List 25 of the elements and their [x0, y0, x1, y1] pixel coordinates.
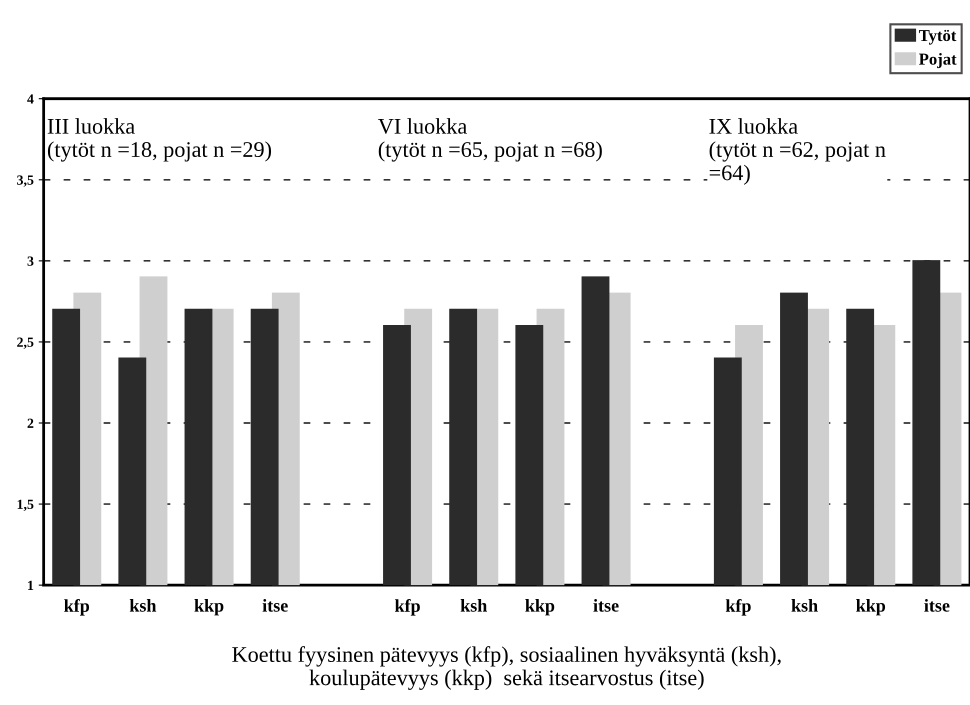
y-tick-label: 3: [28, 256, 34, 266]
x-tick-label: kfp: [394, 599, 420, 616]
x-tick-label: ksh: [791, 599, 818, 612]
x-tick-label: kkp: [525, 599, 554, 616]
x-tick-label: kfp: [64, 599, 90, 616]
x-tick-label: itse: [262, 599, 288, 612]
x-tick-label: itse: [924, 599, 950, 612]
x-tick-label: kkp: [856, 599, 886, 616]
x-tick-label: kfp: [726, 599, 751, 616]
x-tick-label: itse: [593, 599, 619, 612]
legend-label: Pojat: [919, 53, 957, 68]
annotation: IX luokka (tytöt n =62, pojat n =64): [709, 118, 886, 185]
legend-label: Tytöt: [918, 30, 956, 45]
x-tick-label: ksh: [460, 599, 488, 612]
y-tick-label: 1: [28, 580, 34, 590]
x-axis-title: Koettu fyysinen pätevyys (kfp), sosiaalinen hyväksyntä (ksh), koulupätevyys (kkp) sekä itsearvostus (itse): [232, 646, 781, 690]
x-tick-label: ksh: [130, 599, 156, 612]
annotation: III luokka (tytöt n =18, pojat n =29): [48, 118, 272, 162]
y-tick-label: 4: [27, 94, 34, 104]
y-tick-label: 3,5: [17, 175, 34, 187]
y-tick-label: 2,5: [17, 338, 34, 349]
y-tick-label: 1,5: [18, 500, 34, 512]
annotation: VI luokka (tytöt n =65, pojat n =68): [378, 118, 602, 162]
y-tick-label: 2: [28, 418, 34, 428]
x-tick-label: kkp: [194, 599, 224, 616]
